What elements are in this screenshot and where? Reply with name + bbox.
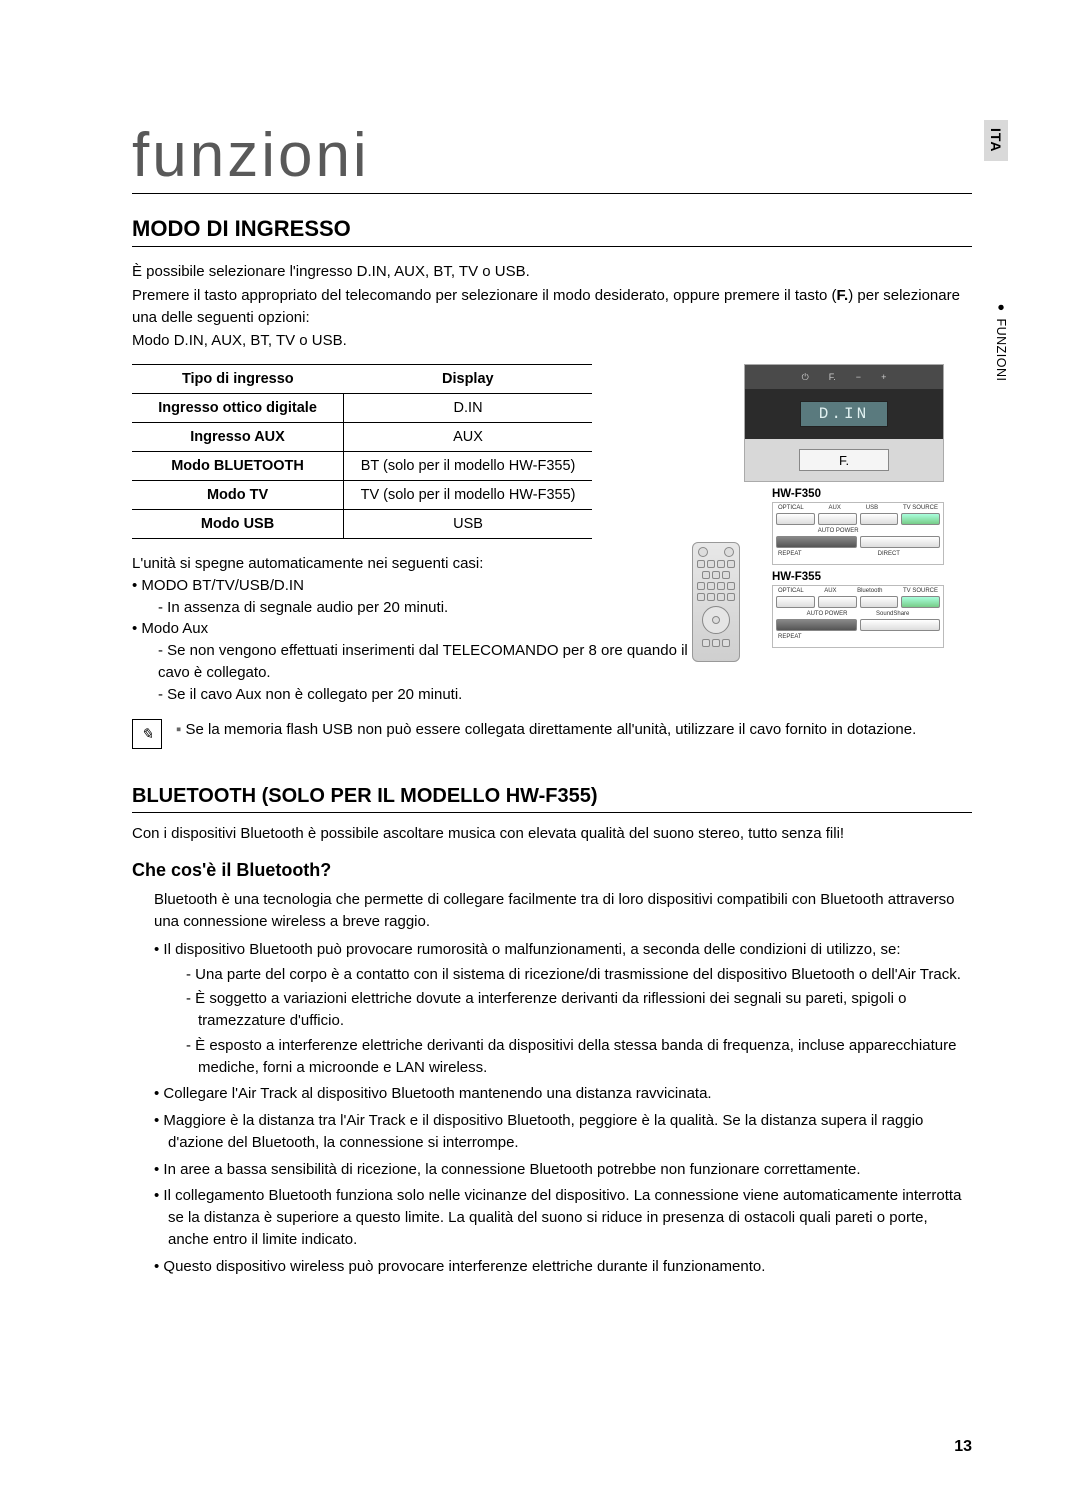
button-strip-350: OPTICALAUXUSBTV SOURCE AUTO POWER REPEAT… [772,502,944,565]
intro-paragraph: È possibile selezionare l'ingresso D.IN,… [132,261,972,352]
input-mode-table: Tipo di ingresso Display Ingresso ottico… [132,364,592,539]
list-item: Il dispositivo Bluetooth può provocare r… [154,939,972,1079]
list-item: In aree a bassa sensibilità di ricezione… [154,1159,972,1181]
table-row: Modo BLUETOOTHBT (solo per il modello HW… [132,452,592,481]
page-number: 13 [954,1438,972,1456]
device-illustration: ⏻F.−+ D.IN F. [744,364,944,482]
list-item: È soggetto a variazioni elettriche dovut… [186,988,972,1032]
table-header-display: Display [344,365,592,394]
table-row: Modo USBUSB [132,510,592,539]
device-top-panel: ⏻F.−+ [745,365,943,389]
table-row: Ingresso AUXAUX [132,423,592,452]
intro-line-3: Modo D.IN, AUX, BT, TV o USB. [132,330,972,352]
list-item: Se non vengono effettuati inserimenti da… [158,640,712,684]
list-item: Il collegamento Bluetooth funziona solo … [154,1185,972,1250]
model-label-1: HW-F350 [772,488,972,500]
section-bluetooth-heading: BLUETOOTH (SOLO PER IL MODELLO HW-F355) [132,785,972,813]
table-row: Ingresso ottico digitaleD.IN [132,394,592,423]
list-item: Una parte del corpo è a contatto con il … [186,964,972,986]
button-strip-355: OPTICALAUXBluetoothTV SOURCE AUTO POWERS… [772,585,944,648]
list-item: Se il cavo Aux non è collegato per 20 mi… [158,684,712,706]
device-lcd: D.IN [800,401,888,427]
intro-line-2: Premere il tasto appropriato del telecom… [132,285,972,329]
list-item: È esposto a interferenze elettriche deri… [186,1035,972,1079]
list-item: Questo dispositivo wireless può provocar… [154,1256,972,1278]
bluetooth-body: Bluetooth è una tecnologia che permette … [132,889,972,1277]
bluetooth-intro: Con i dispositivi Bluetooth è possibile … [132,825,972,842]
model-label-2: HW-F355 [772,571,972,583]
device-f-button: F. [799,449,889,471]
auto-off-block: L'unità si spegne automaticamente nei se… [132,553,712,705]
remote-illustration [692,542,740,662]
list-item: In assenza di segnale audio per 20 minut… [158,597,712,619]
list-item: MODO BT/TV/USB/D.IN In assenza di segnal… [132,575,712,619]
note-text: Se la memoria flash USB non può essere c… [176,719,916,740]
table-header-type: Tipo di ingresso [132,365,344,394]
list-item: Collegare l'Air Track al dispositivo Blu… [154,1083,972,1105]
note-icon: ✎ [132,719,162,749]
table-row: Modo TVTV (solo per il modello HW-F355) [132,481,592,510]
list-item: Modo Aux Se non vengono effettuati inser… [132,618,712,705]
note-block: ✎ Se la memoria flash USB non può essere… [132,719,972,749]
list-item: Maggiore è la distanza tra l'Air Track e… [154,1110,972,1154]
bluetooth-sub-heading: Che cos'è il Bluetooth? [132,860,972,881]
page-title: funzioni [132,120,972,194]
section-input-mode-heading: MODO DI INGRESSO [132,216,972,247]
intro-line-1: È possibile selezionare l'ingresso D.IN,… [132,261,972,283]
page-content: funzioni MODO DI INGRESSO È possibile se… [0,0,1080,1322]
bluetooth-desc: Bluetooth è una tecnologia che permette … [154,889,972,933]
auto-off-intro: L'unità si spegne automaticamente nei se… [132,553,712,575]
